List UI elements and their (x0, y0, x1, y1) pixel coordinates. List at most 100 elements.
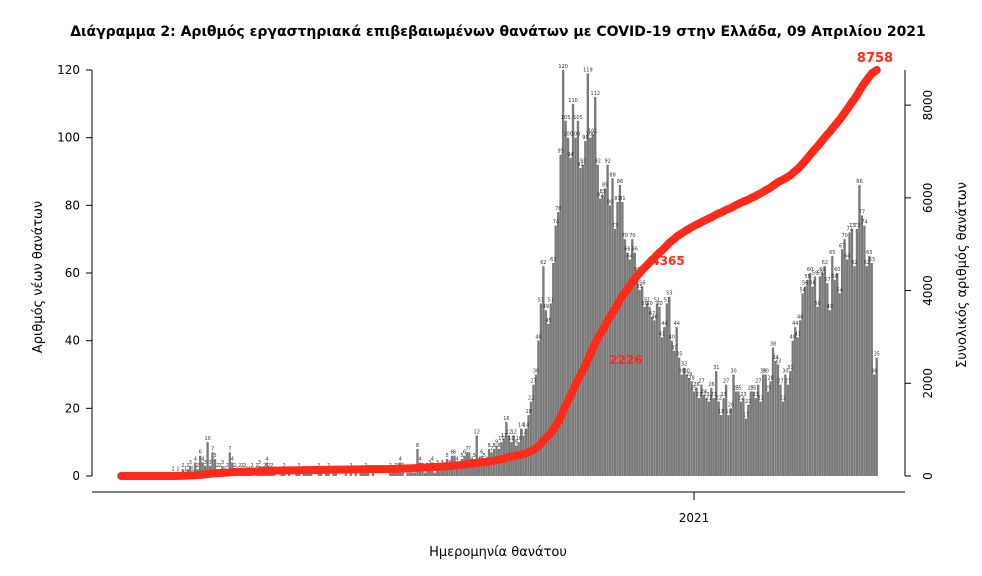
bar-value-label: 23 (720, 392, 726, 398)
bar-value-label: 74 (553, 220, 559, 226)
bar-value-label: 28 (767, 375, 773, 381)
bar-value-label: 51 (644, 297, 650, 303)
bar-value-label: 25 (735, 385, 741, 391)
bar (408, 472, 412, 476)
bar-value-label: 51 (664, 297, 670, 303)
bar (806, 279, 809, 476)
bar (702, 394, 706, 476)
bar (838, 293, 841, 476)
bar (594, 97, 597, 476)
bar-value-label: 7 (465, 446, 468, 452)
bar (764, 374, 767, 476)
bar-value-label: 30 (730, 369, 736, 375)
bar (576, 120, 580, 476)
bar-value-label: 26 (708, 382, 714, 388)
chart-title: Διάγραμμα 2: Αριθμός εργαστηριακά επιβεβ… (70, 24, 926, 40)
bar-value-label: 55 (637, 284, 643, 290)
bar-value-label: 100 (586, 132, 596, 138)
bar-value-label: 28 (688, 375, 694, 381)
bar (739, 401, 743, 476)
bar (406, 472, 409, 476)
bar (650, 316, 654, 476)
bar (436, 465, 439, 476)
bar-value-label: 2 (243, 463, 246, 469)
bar-value-label: 23 (753, 392, 759, 398)
bar-value-label: 4 (455, 456, 458, 462)
bar-value-label: 8 (488, 443, 491, 449)
bar-value-label: 54 (800, 287, 806, 293)
bar-value-label: 37 (671, 345, 677, 351)
bar-value-label: 44 (674, 321, 680, 327)
bar (754, 398, 757, 476)
bar-value-label: 5 (213, 453, 216, 459)
bar-value-label: 2 (181, 463, 184, 469)
bar-value-label: 62 (864, 260, 870, 266)
bar-value-label: 101 (588, 128, 598, 134)
bar-value-label: 6 (453, 450, 456, 456)
y-tick-label: 80 (65, 198, 80, 212)
bar (813, 276, 817, 476)
bar-value-label: 22 (716, 396, 722, 402)
bar (865, 266, 868, 476)
bar (213, 459, 217, 476)
bar-value-label: 99 (582, 135, 588, 141)
bar (416, 448, 419, 476)
bar (645, 303, 649, 476)
bar-value-label: 59 (817, 270, 823, 276)
bar-value-label: 77 (859, 209, 865, 215)
bar (621, 201, 624, 476)
bar-value-label: 110 (568, 98, 578, 104)
bar-value-label: 78 (555, 206, 561, 212)
bar-value-label: 31 (787, 365, 793, 371)
bar-value-label: 60 (819, 267, 825, 273)
bar (779, 384, 782, 476)
bar-value-label: 22 (706, 396, 712, 402)
cumulative-label-2226: 2226 (609, 353, 642, 367)
bar-value-label: 65 (829, 250, 835, 256)
bar-value-label: 67 (839, 243, 845, 249)
bar (724, 384, 728, 476)
bar-value-label: 27 (785, 379, 791, 385)
bar (663, 327, 666, 476)
bar-value-label: 50 (646, 301, 652, 307)
bar (749, 391, 752, 476)
bar-value-label: 4 (265, 456, 268, 462)
bar (680, 374, 683, 476)
bar (752, 391, 755, 476)
bar (744, 418, 748, 476)
bar-value-label: 73 (854, 223, 860, 229)
bar (566, 137, 570, 477)
bar (845, 259, 849, 476)
cumulative-deaths-line (117, 66, 881, 480)
bar (836, 273, 839, 476)
bar (816, 306, 819, 476)
bar (761, 374, 765, 476)
bar-value-label: 8 (416, 443, 419, 449)
bar (319, 472, 323, 476)
bar-value-label: 27 (777, 379, 783, 385)
bar-value-label: 8 (492, 443, 495, 449)
bar-value-label: 50 (814, 301, 820, 307)
bar-value-label: 2 (226, 463, 229, 469)
bar (737, 391, 740, 476)
bar (705, 398, 708, 476)
bar-value-label: 64 (627, 253, 633, 259)
bar-value-label: 6 (450, 450, 453, 456)
bar (873, 374, 876, 476)
bar-value-label: 25 (765, 385, 771, 391)
bar-value-label: 2 (218, 463, 221, 469)
bar-value-label: 3 (204, 460, 207, 466)
bar-value-label: 63 (550, 257, 556, 263)
bar (401, 469, 404, 476)
bar (561, 70, 565, 476)
bar-value-label: 14 (518, 423, 524, 429)
bar-value-label: 25 (748, 385, 754, 391)
bar (727, 415, 730, 476)
bar (443, 469, 446, 476)
bar (569, 157, 572, 476)
bar (870, 262, 873, 476)
bar (344, 472, 348, 476)
bar-value-label: 27 (530, 379, 536, 385)
bar-value-label: 92 (595, 159, 601, 165)
bar (715, 371, 718, 476)
